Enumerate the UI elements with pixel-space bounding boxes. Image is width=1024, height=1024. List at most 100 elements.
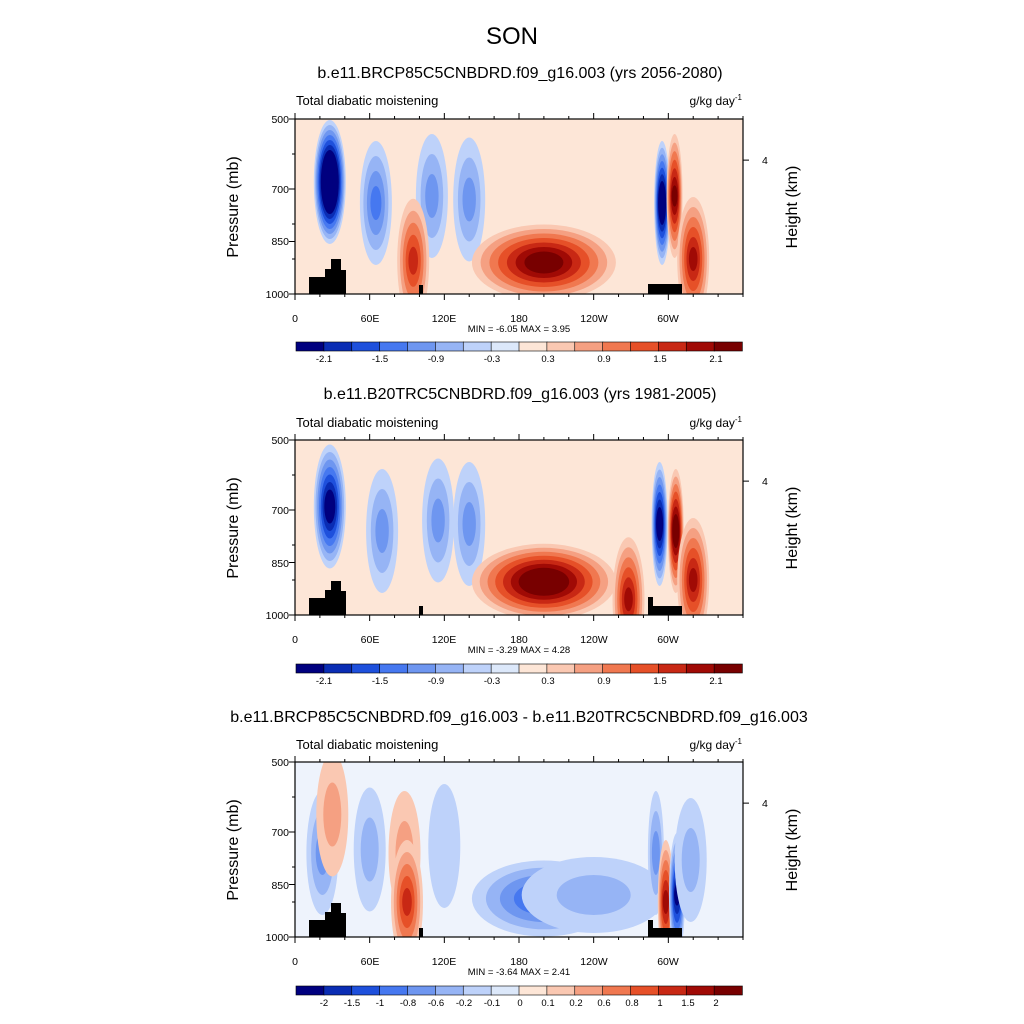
y-tick-850: 850 (271, 236, 289, 248)
colorbar-label: -0.3 (484, 676, 500, 687)
variable-label: Total diabatic moistening (296, 93, 438, 108)
colorbar-swatch (685, 341, 715, 352)
colorbar-swatch (435, 663, 464, 674)
topography-mask (309, 903, 682, 937)
x-tick-60E: 60E (361, 313, 380, 325)
field-contour-level (656, 514, 663, 534)
colorbar-label: -2.1 (316, 676, 332, 687)
x-tick-180: 180 (510, 313, 528, 325)
variable-label: Total diabatic moistening (296, 415, 438, 430)
colorbar-swatch (574, 341, 604, 352)
field-contour-level (688, 247, 698, 271)
topography-mask (309, 259, 682, 294)
field-contour-level (624, 587, 633, 612)
field-features (306, 762, 707, 937)
colorbar-label: 0.2 (569, 998, 582, 1009)
x-tick-180: 180 (510, 956, 528, 968)
colorbar-swatch (379, 341, 409, 352)
colorbar-swatch (630, 985, 660, 996)
colorbar-label: -0.8 (400, 998, 416, 1009)
colorbar-swatch (462, 663, 492, 674)
field-contour-level (360, 817, 379, 882)
heatmap-field (295, 762, 743, 937)
colorbar-swatch (323, 341, 353, 352)
x-tick-60W: 60W (657, 956, 679, 968)
colorbar-swatch (658, 663, 687, 674)
colorbar-label: -2.1 (316, 354, 332, 365)
colorbar-swatch (435, 985, 464, 996)
colorbar-label: -0.2 (456, 998, 472, 1009)
colorbar-swatch (295, 985, 325, 996)
colorbar-label: 0.8 (625, 998, 638, 1009)
colorbar-swatch (546, 985, 576, 996)
min-max-text: MIN = -6.05 MAX = 3.95 (468, 324, 570, 335)
topography-mask (309, 581, 682, 615)
units-label: g/kg day-1 (690, 415, 743, 430)
min-max-text: MIN = -3.29 MAX = 4.28 (468, 645, 570, 656)
y-tick-500: 500 (271, 757, 289, 769)
x-tick-60W: 60W (657, 634, 679, 646)
colorbar-swatch (490, 985, 520, 996)
field-contour-level (671, 185, 678, 207)
y-tick-1000: 1000 (266, 932, 290, 944)
x-tick-0: 0 (292, 634, 298, 646)
colorbar-label: 1.5 (653, 676, 666, 687)
colorbar-swatch (351, 663, 381, 674)
colorbar-swatch (574, 985, 604, 996)
colorbar-label: -0.9 (428, 354, 444, 365)
colorbar (295, 663, 743, 674)
field-contour-level (323, 782, 342, 847)
colorbar-swatch (658, 341, 687, 352)
heatmap-field (295, 440, 743, 615)
colorbar-swatch (630, 341, 660, 352)
y-tick-500: 500 (271, 114, 289, 126)
colorbar-label: -0.1 (484, 998, 500, 1009)
field-contour-level (651, 831, 660, 875)
field-contour-level (431, 498, 445, 543)
field-contour-level (425, 174, 439, 218)
y2-tick-4: 4 (762, 476, 768, 488)
colorbar-label: 1 (657, 998, 662, 1009)
colorbar-swatch (574, 663, 604, 674)
colorbar-label: 1.5 (681, 998, 694, 1009)
field-contour-level (370, 186, 382, 220)
field-contour-level (673, 521, 679, 541)
colorbar-label: 0.9 (597, 354, 610, 365)
colorbar-swatch (713, 663, 743, 674)
panel-3: b.e11.BRCP85C5CNBDRD.f09_g16.003 - b.e11… (225, 709, 808, 1009)
colorbar (295, 985, 743, 996)
colorbar-label: -1 (376, 998, 384, 1009)
colorbar-swatch (379, 985, 409, 996)
colorbar-label: 0.1 (541, 998, 554, 1009)
season-title: SON (486, 23, 538, 50)
field-contour-level (428, 784, 461, 908)
colorbar-swatch (295, 663, 325, 674)
panel-title: b.e11.BRCP85C5CNBDRD.f09_g16.003 (yrs 20… (317, 65, 722, 82)
x-tick-120W: 120W (580, 313, 608, 325)
colorbar-swatch (351, 985, 381, 996)
axis-ticks (289, 434, 749, 621)
colorbar-swatch (295, 341, 325, 352)
y2-tick-4: 4 (762, 155, 768, 167)
field-contour-level (534, 575, 554, 588)
x-tick-180: 180 (510, 634, 528, 646)
colorbar-swatch (685, 985, 715, 996)
x-tick-120W: 120W (580, 634, 608, 646)
colorbar-label: -1.5 (344, 998, 360, 1009)
panel-1: b.e11.BRCP85C5CNBDRD.f09_g16.003 (yrs 20… (225, 65, 801, 365)
field-contour-level (408, 246, 419, 275)
panel-2: b.e11.B20TRC5CNBDRD.f09_g16.003 (yrs 198… (225, 386, 801, 687)
colorbar-swatch (407, 341, 437, 352)
axis-ticks (289, 113, 749, 300)
panel-title: b.e11.B20TRC5CNBDRD.f09_g16.003 (yrs 198… (324, 386, 717, 403)
y-tick-700: 700 (271, 505, 289, 517)
colorbar-label: -1.5 (372, 676, 388, 687)
colorbar-swatch (658, 985, 687, 996)
x-tick-60E: 60E (361, 634, 380, 646)
field-contour-level (326, 497, 334, 516)
colorbar-label: 0 (517, 998, 522, 1009)
x-tick-120E: 120E (432, 956, 457, 968)
units-label: g/kg day-1 (690, 737, 743, 752)
field-contour-level (375, 509, 389, 553)
y2-axis-label: Height (km) (784, 809, 801, 892)
